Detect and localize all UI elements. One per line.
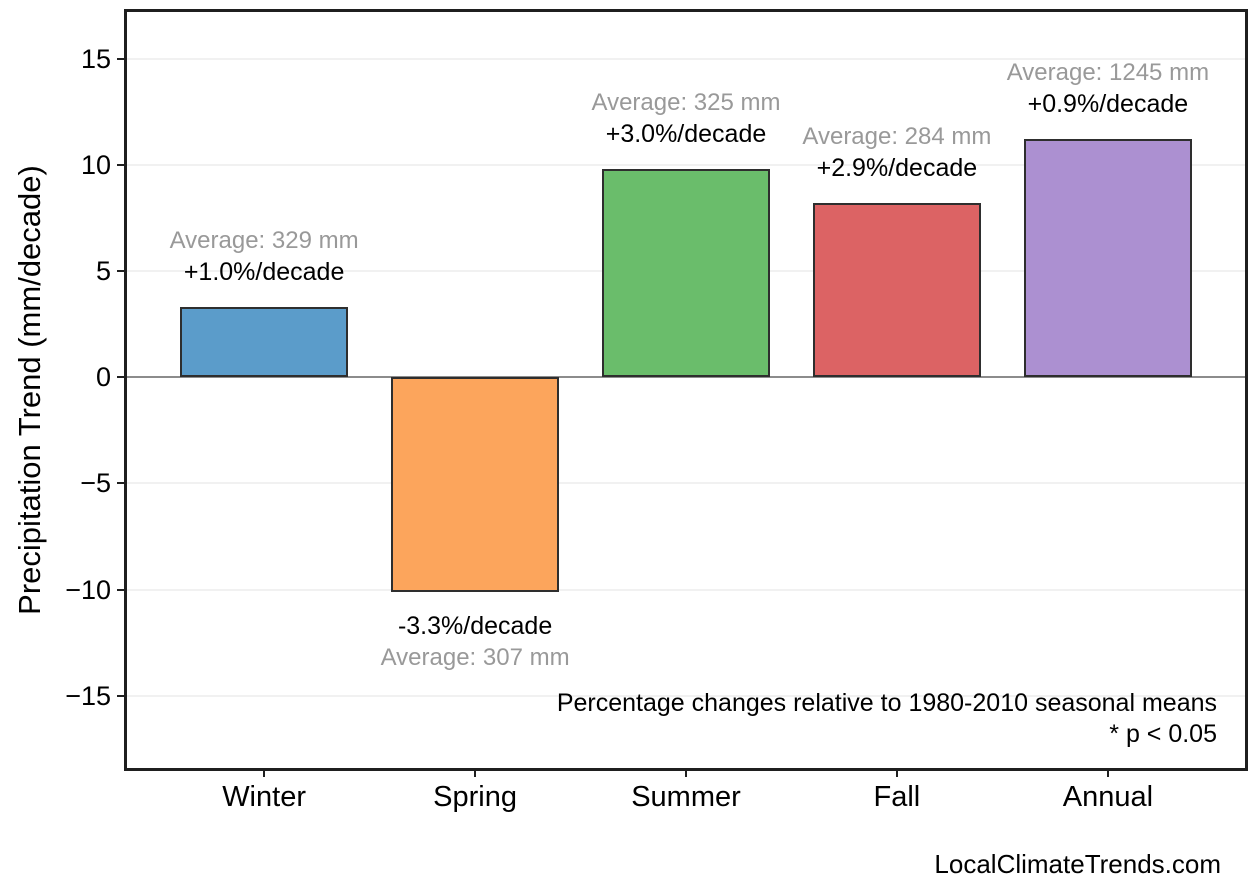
y-tick-mark	[117, 57, 127, 60]
bar-average-label: Average: 1245 mm	[1006, 59, 1210, 87]
bar-labels-winter: Average: 329 mm +1.0%/decade	[94, 225, 434, 288]
gridline-y--5	[127, 482, 1245, 485]
bar-labels-annual: Average: 1245 mm +0.9%/decade	[938, 57, 1258, 120]
bar-average-label: Average: 325 mm	[591, 89, 781, 117]
y-tick-label: 0	[95, 362, 111, 393]
x-tick-mark	[263, 768, 266, 777]
y-tick-label: 10	[80, 149, 111, 180]
gridline-y-10	[127, 163, 1245, 166]
bar-fall	[812, 203, 982, 378]
bar-labels-summer: Average: 325 mm +3.0%/decade	[516, 87, 856, 150]
bar-winter	[179, 307, 349, 378]
bar-average-label: Average: 329 mm	[169, 227, 359, 255]
zero-line	[127, 376, 1245, 379]
bar-spring	[390, 377, 560, 592]
bar-trend-label: +2.9%/decade	[816, 154, 978, 183]
x-tick-mark	[685, 768, 687, 777]
x-category-label: Annual	[1062, 781, 1154, 813]
y-tick-label: −5	[80, 468, 111, 499]
y-tick-mark	[117, 482, 127, 485]
annotation-line-1: Percentage changes relative to 1980-2010…	[556, 689, 1217, 717]
gridline-y--10	[127, 588, 1245, 591]
bar-trend-label: +0.9%/decade	[1027, 90, 1189, 119]
bar-trend-label: +1.0%/decade	[183, 258, 345, 287]
bar-summer	[601, 169, 771, 378]
x-category-label: Spring	[433, 781, 517, 813]
y-tick-mark	[117, 694, 127, 697]
x-category-label: Winter	[222, 781, 306, 813]
bar-trend-label: -3.3%/decade	[397, 611, 553, 640]
gridline-y-15	[127, 57, 1245, 60]
gridline-y--15	[127, 694, 1245, 697]
x-tick-mark	[474, 768, 477, 777]
annotation-line-2: * p < 0.05	[1109, 720, 1217, 748]
y-tick-label: −10	[65, 574, 111, 605]
y-tick-mark	[117, 588, 127, 591]
y-tick-mark	[117, 270, 127, 273]
x-tick-mark	[1106, 768, 1109, 777]
x-category-label: Fall	[873, 781, 921, 813]
y-tick-label: 5	[95, 256, 111, 287]
watermark-text: LocalClimateTrends.com	[934, 849, 1221, 879]
bar-annual	[1023, 139, 1193, 378]
bar-average-label: Average: 307 mm	[380, 643, 570, 671]
annotation-note: Percentage changes relative to 1980-2010…	[557, 688, 1217, 750]
y-tick-mark	[117, 163, 127, 166]
x-tick-mark	[895, 768, 898, 777]
y-tick-label: 15	[80, 43, 111, 74]
bar-trend-label: +3.0%/decade	[605, 120, 767, 149]
bar-labels-spring: -3.3%/decade Average: 307 mm	[305, 610, 645, 673]
y-tick-mark	[117, 376, 127, 379]
x-category-label: Summer	[631, 781, 741, 813]
bar-average-label: Average: 284 mm	[802, 123, 992, 151]
y-tick-label: −15	[65, 680, 111, 711]
bar-labels-fall: Average: 284 mm +2.9%/decade	[727, 121, 1067, 184]
